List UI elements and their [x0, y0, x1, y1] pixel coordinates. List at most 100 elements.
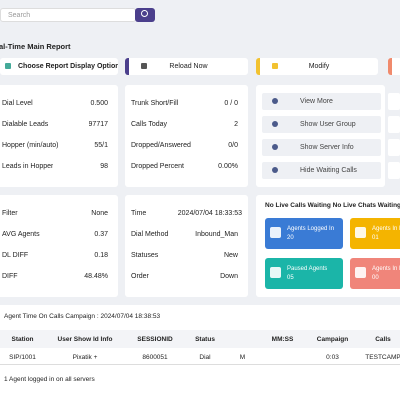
- toolbar-button[interactable]: Reload Now: [125, 58, 248, 75]
- action-button[interactable]: Show Server Info: [262, 139, 381, 156]
- stat-label: Order: [131, 273, 149, 280]
- stat-value: 2024/07/04 18:33:53: [177, 210, 242, 217]
- tile-icon: [270, 227, 281, 238]
- tile-label: Paused Agents: [287, 266, 328, 272]
- stat-value: 0/0: [228, 142, 238, 149]
- button-icon: [5, 63, 11, 69]
- stat-value: 97717: [88, 121, 108, 128]
- column-header: Station: [11, 336, 34, 343]
- stat-label: Leads in Hopper: [2, 163, 54, 170]
- table-cell: 0:03: [326, 354, 339, 361]
- waiting-title: No Live Calls Waiting No Live Chats Wait…: [265, 202, 400, 209]
- toolbar-edge: [388, 58, 400, 75]
- stat-card: Trunk Short/Fill 0 / 0 Calls Today 2 Dropped…: [125, 85, 248, 187]
- stat-value: 98: [100, 163, 108, 170]
- stat-value: Inbound_Man: [195, 231, 238, 238]
- stat-value: 0 / 0: [224, 100, 238, 107]
- action-icon: [272, 121, 278, 127]
- action-label: Show Server Info: [300, 144, 354, 151]
- button-icon: [141, 63, 147, 69]
- stat-value: 0.500: [90, 100, 108, 107]
- table-cell: M: [239, 354, 246, 361]
- tile-icon: [270, 267, 281, 278]
- column-header: User Show Id Info: [57, 336, 113, 343]
- column-header: Status: [195, 336, 215, 343]
- stat-label: Dialable Leads: [2, 121, 49, 128]
- actions-card: View More Show User Group Show Server Info…: [256, 85, 385, 187]
- column-header: Campaign: [316, 336, 349, 343]
- stat-tile: Agents In D 00: [350, 258, 400, 289]
- action-button[interactable]: View More: [262, 93, 381, 110]
- toolbar-button[interactable]: Choose Report Display Options: [0, 58, 118, 75]
- tile-value: 00: [372, 275, 379, 281]
- stat-label: Filter: [2, 210, 18, 217]
- action-icon: [272, 98, 278, 104]
- stat-label: Dropped Percent: [131, 163, 184, 170]
- stat-value: New: [223, 252, 238, 259]
- column-header: SESSIONID: [137, 336, 173, 343]
- button-label: Choose Report Display Options: [18, 63, 118, 70]
- stat-card: Time 2024/07/04 18:33:53 Dial Method Inboun…: [125, 195, 248, 297]
- action-label: View More: [300, 98, 333, 105]
- tile-value: 05: [287, 275, 294, 281]
- stat-label: Dial Method: [131, 231, 169, 238]
- stat-tile: Agents Logged In 20: [265, 218, 343, 249]
- stat-label: Dropped/Answered: [131, 142, 191, 149]
- stat-label: DL DIFF: [2, 252, 29, 259]
- action-side[interactable]: [388, 116, 400, 133]
- table-header-bg: [0, 330, 400, 348]
- stat-label: Calls Today: [131, 121, 168, 128]
- stat-value: Down: [220, 273, 238, 280]
- table-cell: Dial: [199, 354, 211, 361]
- stat-value: 0.00%: [218, 163, 238, 170]
- waiting-card: No Live Calls Waiting No Live Chats Wait…: [256, 195, 400, 297]
- stat-value: 0.18: [94, 252, 108, 259]
- stat-label: Statuses: [131, 252, 159, 259]
- search-placeholder: Search: [8, 12, 31, 19]
- row-border: [0, 364, 400, 365]
- stat-card: Dial Level 0.500 Dialable Leads 97717 Hopper…: [0, 85, 118, 187]
- action-icon: [272, 167, 278, 173]
- stat-value: 48.48%: [84, 273, 108, 280]
- column-header: Calls: [375, 336, 391, 343]
- tile-label: Agents Logged In: [287, 226, 335, 232]
- action-side[interactable]: [388, 93, 400, 110]
- page-title: al-Time Main Report: [0, 42, 71, 51]
- table-cell: Pixatik +: [72, 354, 98, 361]
- stat-value: 0.37: [94, 231, 108, 238]
- stat-label: Trunk Short/Fill: [131, 100, 179, 107]
- stat-value: 55/1: [94, 142, 108, 149]
- toolbar-button[interactable]: Modify: [256, 58, 378, 75]
- action-side[interactable]: [388, 139, 400, 156]
- stat-tile: Paused Agents 05: [265, 258, 343, 289]
- agents-panel: Agent Time On Calls Campaign : 2024/07/0…: [0, 305, 400, 400]
- agents-footer: 1 Agent logged in on all servers: [4, 376, 95, 383]
- button-icon: [272, 63, 278, 69]
- button-label: Modify: [308, 63, 330, 70]
- action-icon: [272, 144, 278, 150]
- table-cell: SIP/1001: [9, 354, 36, 361]
- stat-label: Hopper (min/auto): [2, 142, 59, 149]
- tile-value: 20: [287, 235, 294, 241]
- tile-label: Agents In D: [372, 226, 400, 232]
- tile-label: Agents In D: [372, 266, 400, 272]
- agents-title: Agent Time On Calls Campaign : 2024/07/0…: [4, 313, 161, 320]
- stat-label: Dial Level: [2, 100, 33, 107]
- tile-value: 01: [372, 235, 379, 241]
- button-label: Reload Now: [169, 63, 208, 70]
- action-label: Hide Waiting Calls: [300, 167, 357, 174]
- action-button[interactable]: Show User Group: [262, 116, 381, 133]
- column-header: MM:SS: [271, 336, 294, 343]
- stat-value: 2: [234, 121, 238, 128]
- search-icon: [141, 10, 148, 17]
- action-label: Show User Group: [300, 121, 356, 128]
- action-button[interactable]: Hide Waiting Calls: [262, 162, 381, 179]
- stat-label: DIFF: [2, 273, 18, 280]
- table-cell: TESTCAMP: [365, 354, 400, 361]
- action-side[interactable]: [388, 162, 400, 179]
- table-cell: 8600051: [142, 354, 168, 361]
- tile-icon: [355, 227, 366, 238]
- stat-label: Time: [131, 210, 147, 217]
- stat-label: AVG Agents: [2, 231, 40, 238]
